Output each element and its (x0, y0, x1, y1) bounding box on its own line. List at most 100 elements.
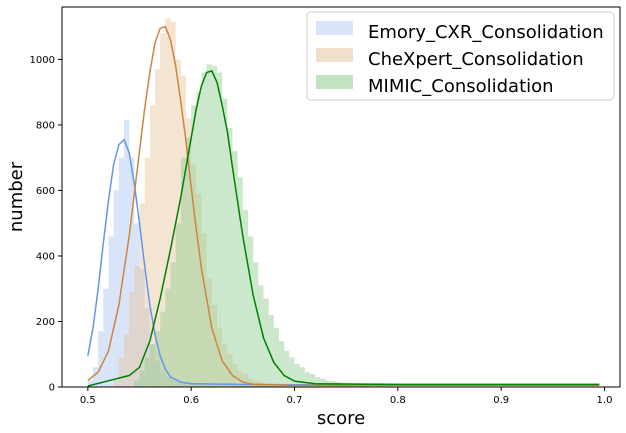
histogram-bar-chexpert (242, 373, 248, 387)
histogram-bar-mimic (258, 285, 264, 387)
plot-frame (61, 6, 621, 388)
histogram-bar-emory (98, 331, 104, 387)
y-axis-ticks: 0 200 400 600 800 1000 (30, 55, 62, 394)
histogram-bar-mimic (268, 314, 274, 387)
histogram-bar-emory (206, 383, 212, 387)
histogram-bar-mimic (217, 72, 223, 388)
histogram-bar-emory (113, 190, 119, 387)
histogram-bar-emory (155, 360, 161, 387)
histogram-bar-mimic (273, 328, 279, 387)
histogram-bar-mimic (289, 357, 295, 387)
histogram-bar-chexpert (237, 370, 243, 387)
histogram-bar-mimic (315, 377, 321, 387)
histogram-bar-chexpert (268, 384, 274, 387)
histogram-bar-mimic (361, 385, 367, 387)
histogram-bar-mimic (366, 385, 372, 387)
histogram-bar-chexpert (139, 203, 145, 387)
histogram-bar-emory (196, 383, 202, 387)
histogram-bar-mimic (201, 72, 207, 388)
histogram-bar-mimic (211, 65, 217, 387)
histogram-bar-mimic (248, 236, 254, 387)
histogram-bar-chexpert (201, 233, 207, 387)
histogram-bar-mimic (191, 105, 197, 387)
legend-swatch-emory (316, 21, 353, 35)
histogram-bar-chexpert (206, 278, 212, 387)
histogram-bar-emory (201, 383, 207, 387)
x-tick-label: 0.6 (183, 395, 199, 406)
histogram-bar-emory (211, 383, 217, 387)
histogram-bar-emory (242, 384, 248, 387)
histogram-bar-mimic (196, 92, 202, 388)
legend-label-emory: Emory_CXR_Consolidation (368, 22, 604, 43)
histogram-bar-emory (87, 380, 93, 387)
histogram-bar-chexpert (186, 118, 192, 387)
histogram-bar-mimic (139, 370, 145, 387)
histogram-bar-chexpert (248, 378, 254, 387)
density-curve-mimic (87, 69, 600, 387)
legend-label-chexpert: CheXpert_Consolidation (368, 49, 584, 70)
histogram-bar-mimic (294, 364, 300, 387)
histogram-bar-emory (227, 383, 233, 387)
histogram-bar-mimic (310, 373, 316, 387)
legend-frame (306, 11, 615, 101)
histogram-bar-chexpert (113, 380, 119, 387)
histogram-bar-emory (222, 383, 228, 387)
histogram-bar-chexpert (124, 334, 130, 387)
histogram-bar-mimic (279, 341, 285, 387)
legend-label-mimic: MIMIC_Consolidation (368, 76, 554, 97)
histogram-bar-mimic (206, 64, 212, 387)
histogram-bar-chexpert (217, 328, 223, 387)
histogram-bar-mimic (222, 98, 228, 387)
histogram-bar-emory (149, 344, 155, 387)
histogram-bar-emory (186, 383, 192, 387)
histogram-bar-mimic (160, 311, 166, 387)
histogram-bar-chexpert (175, 59, 181, 387)
histogram-bar-emory (108, 236, 114, 387)
histogram-bar-mimic (237, 177, 243, 387)
histogram-bar-emory (118, 157, 124, 387)
legend-swatch-mimic (316, 75, 353, 89)
histogram-bar-chexpert (279, 385, 285, 387)
histogram-bar-mimic (304, 372, 310, 387)
histogram-bar-chexpert (211, 305, 217, 387)
density-curve-chexpert (87, 25, 600, 387)
histogram-bar-mimic (242, 210, 248, 387)
histogram-bar-emory (170, 380, 176, 387)
histogram-bar-mimic (284, 350, 290, 387)
y-tick-label: 200 (36, 317, 55, 328)
histogram-bar-chexpert (144, 157, 150, 387)
x-tick-label: 0.9 (493, 395, 509, 406)
density-curves (87, 25, 600, 387)
histogram-bar-mimic (155, 331, 161, 387)
histogram-bar-chexpert (134, 265, 140, 387)
histogram-bar-chexpert (191, 164, 197, 387)
histogram-bars (87, 18, 393, 388)
y-tick-label: 1000 (30, 55, 55, 66)
histogram-bar-mimic (144, 357, 150, 387)
histogram-bar-chexpert (155, 69, 161, 388)
x-tick-label: 0.5 (80, 395, 96, 406)
histogram-bar-mimic (320, 378, 326, 387)
histogram-bar-mimic (134, 380, 140, 387)
histogram-bar-chexpert (273, 385, 279, 387)
x-tick-label: 0.7 (287, 395, 303, 406)
x-axis-ticks: 0.5 0.6 0.7 0.8 0.9 1.0 (80, 387, 612, 406)
histogram-bar-mimic (175, 223, 181, 387)
histogram-bar-mimic (186, 138, 192, 387)
y-tick-label: 800 (36, 120, 55, 131)
histogram-bar-chexpert (196, 193, 202, 387)
y-tick-label: 400 (36, 251, 55, 262)
histogram-bar-emory (103, 288, 109, 387)
histogram-bar-chexpert (232, 364, 238, 387)
histogram-bar-mimic (253, 262, 259, 387)
histogram-bar-chexpert (180, 75, 186, 387)
histogram-bar-mimic (170, 262, 176, 387)
histogram-bar-emory (253, 385, 259, 387)
x-tick-label: 0.8 (390, 395, 406, 406)
histogram-bar-chexpert (118, 357, 124, 387)
histogram-bar-emory (165, 377, 171, 387)
histogram-bar-emory (180, 383, 186, 387)
histogram-bar-emory (232, 383, 238, 387)
legend-swatch-chexpert (316, 48, 353, 62)
